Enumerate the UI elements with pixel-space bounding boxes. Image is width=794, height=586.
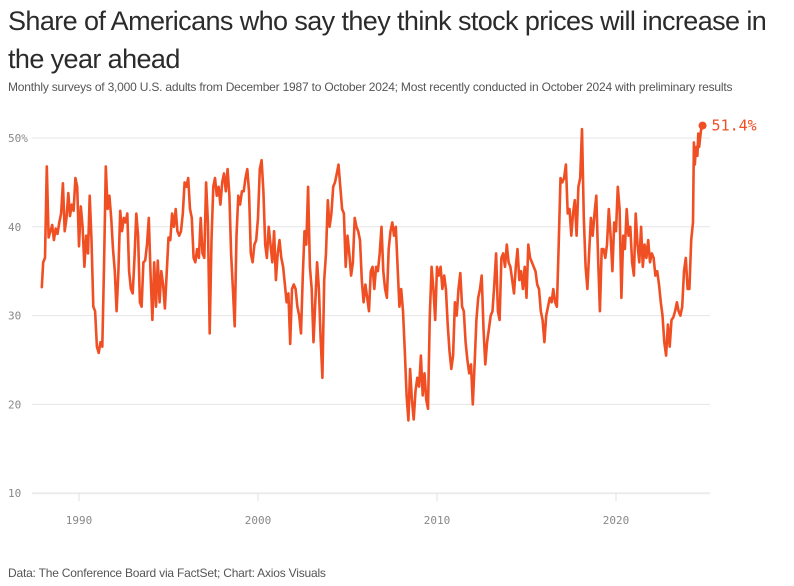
y-tick-label: 20 — [8, 398, 21, 411]
gridlines — [32, 137, 710, 502]
axis-ticks: 10 20 30 40 50% 1990 2000 2010 2020 — [8, 132, 629, 527]
chart-title: Share of Americans who say they think st… — [8, 6, 767, 74]
series-layer: 51.4% — [40, 117, 757, 422]
last-value-label: 51.4% — [712, 117, 757, 135]
x-tick-label: 1990 — [66, 514, 93, 527]
x-tick-label: 2020 — [603, 514, 630, 527]
x-tick-label: 2000 — [245, 514, 272, 527]
y-tick-label: 40 — [8, 221, 21, 234]
chart-subtitle: Monthly surveys of 3,000 U.S. adults fro… — [8, 80, 733, 94]
series-line — [40, 124, 703, 422]
y-tick-label: 10 — [8, 487, 21, 500]
x-tick-label: 2010 — [424, 514, 451, 527]
last-point-marker — [698, 121, 707, 130]
y-tick-label: 50% — [8, 132, 28, 145]
source-note: Data: The Conference Board via FactSet; … — [8, 566, 326, 580]
y-tick-label: 30 — [8, 310, 21, 323]
